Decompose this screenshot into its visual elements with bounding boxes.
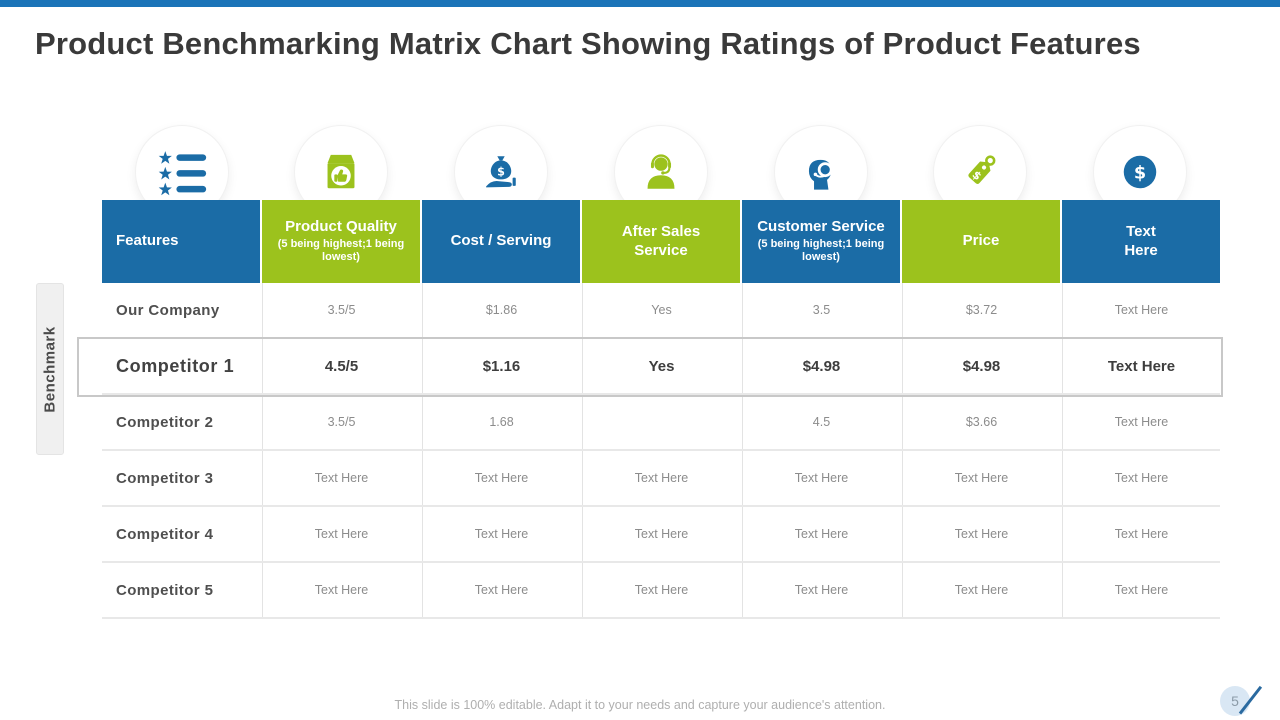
table-cell: Text Here (422, 507, 580, 561)
dollar-circle-icon: $ (1123, 155, 1157, 189)
header-cell-text-here: Text Here (1062, 200, 1220, 283)
table-row-competitor-2: Competitor 2 3.5/5 1.68 4.5 $3.66 Text H… (102, 395, 1220, 451)
table-cell: Text Here (742, 563, 900, 617)
table-cell: $4.98 (902, 339, 1060, 393)
table-cell: $3.72 (902, 283, 1060, 337)
table-cell: Text Here (902, 507, 1060, 561)
row-label: Competitor 1 (116, 355, 235, 376)
svg-text:$: $ (497, 165, 505, 178)
table-cell: Text Here (422, 451, 580, 505)
table-cell: 3.5 (742, 283, 900, 337)
table-cell: Text Here (262, 451, 420, 505)
table-cell: 3.5/5 (262, 283, 420, 337)
header-cell-features: Features (102, 200, 260, 283)
table-cell: Text Here (1062, 283, 1220, 337)
table-cell: Text Here (582, 451, 740, 505)
header-label: Cost / Serving (450, 232, 552, 250)
table-cell: Text Here (1062, 339, 1220, 393)
header-note: (5 being highest;1 being lowest) (757, 237, 885, 264)
table-cell: 1.68 (422, 395, 580, 449)
row-label: Our Company (116, 301, 220, 319)
table-row-competitor-4: Competitor 4 Text Here Text Here Text He… (102, 507, 1220, 563)
page-number: 5 (1231, 693, 1239, 709)
table-cell: Text Here (902, 451, 1060, 505)
table-cell: Text Here (262, 507, 420, 561)
table-cell: Text Here (1062, 451, 1220, 505)
svg-text:$: $ (970, 168, 984, 183)
row-label: Competitor 3 (116, 469, 214, 487)
table-cell: Text Here (742, 451, 900, 505)
table-cell: Text Here (582, 507, 740, 561)
header-cell-after-sales: After Sales Service (582, 200, 740, 283)
row-label: Competitor 4 (116, 525, 214, 543)
headset-profile-icon (808, 159, 833, 190)
table-row-competitor-3: Competitor 3 Text Here Text Here Text He… (102, 451, 1220, 507)
table-row-competitor-1-highlighted: Competitor 1 4.5/5 $1.16 Yes $4.98 $4.98… (102, 339, 1220, 395)
table-cell: Yes (582, 339, 740, 393)
table-cell: Text Here (582, 563, 740, 617)
svg-text:$: $ (1134, 164, 1146, 184)
table-header-row: Features Product Quality (5 being highes… (102, 200, 1220, 283)
table-cell: Text Here (902, 563, 1060, 617)
header-cell-customer-service: Customer Service (5 being highest;1 bein… (742, 200, 900, 283)
table-cell: Text Here (1062, 563, 1220, 617)
header-cell-product-quality: Product Quality (5 being highest;1 being… (262, 200, 420, 283)
table-cell: Text Here (1062, 507, 1220, 561)
row-label: Competitor 2 (116, 413, 214, 431)
package-thumbs-up-icon (327, 154, 355, 189)
header-cell-price: Price (902, 200, 1060, 283)
header-label: Text Here (1124, 222, 1158, 259)
top-accent-bar (0, 0, 1280, 7)
table-cell: Yes (582, 283, 740, 337)
benchmark-side-tab: Benchmark (36, 283, 64, 455)
table-cell: 4.5 (742, 395, 900, 449)
header-label: Product Quality (285, 217, 397, 235)
price-tag-icon: $ (968, 155, 996, 184)
footer-note: This slide is 100% editable. Adapt it to… (394, 698, 886, 712)
header-note: (5 being highest;1 being lowest) (277, 237, 405, 264)
header-label: Price (962, 232, 1000, 250)
header-cell-cost-serving: Cost / Serving (422, 200, 580, 283)
header-label: After Sales Service (621, 222, 701, 259)
row-label: Competitor 5 (116, 581, 214, 599)
table-cell: 3.5/5 (262, 395, 420, 449)
benchmark-matrix-table: Features Product Quality (5 being highes… (77, 200, 1223, 619)
table-row-our-company: Our Company 3.5/5 $1.86 Yes 3.5 $3.72 Te… (102, 283, 1220, 339)
table-cell: $3.66 (902, 395, 1060, 449)
money-bag-hand-icon: $ (486, 156, 516, 188)
star-list-icon (158, 151, 207, 196)
page-number-badge: 5 (1220, 686, 1250, 716)
header-label: Customer Service (757, 217, 885, 235)
table-row-competitor-5: Competitor 5 Text Here Text Here Text He… (102, 563, 1220, 619)
table-cell: Text Here (742, 507, 900, 561)
table-cell: $1.16 (422, 339, 580, 393)
table-cell: $1.86 (422, 283, 580, 337)
table-cell: Text Here (262, 563, 420, 617)
table-cell: $4.98 (742, 339, 900, 393)
table-cell (582, 395, 740, 449)
table-cell: Text Here (1062, 395, 1220, 449)
benchmark-label: Benchmark (41, 325, 59, 413)
page-title: Product Benchmarking Matrix Chart Showin… (35, 26, 1141, 61)
table-cell: 4.5/5 (262, 339, 420, 393)
support-agent-icon (647, 154, 675, 189)
header-label: Features (116, 232, 179, 250)
table-cell: Text Here (422, 563, 580, 617)
